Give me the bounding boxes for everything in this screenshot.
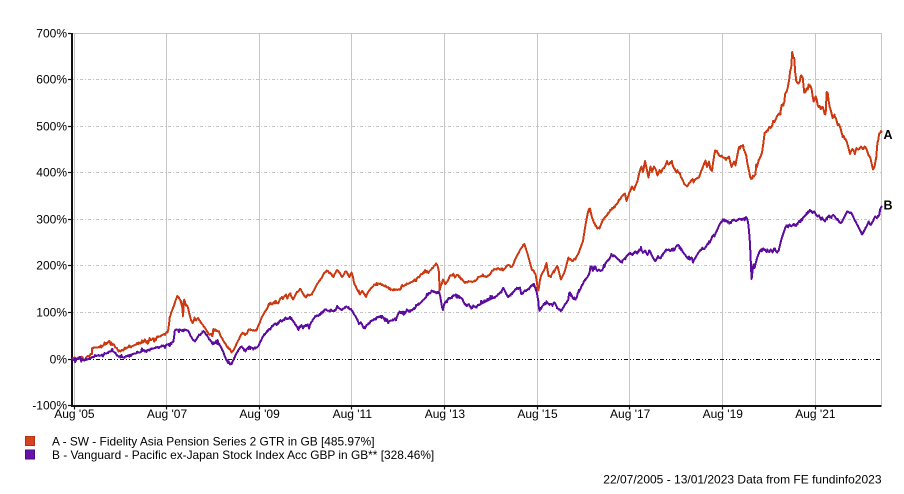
svg-text:A: A bbox=[884, 128, 893, 142]
svg-text:Aug '13: Aug '13 bbox=[425, 407, 466, 421]
svg-text:300%: 300% bbox=[36, 213, 67, 227]
svg-text:A - SW - Fidelity Asia Pension: A - SW - Fidelity Asia Pension Series 2 … bbox=[52, 435, 375, 449]
svg-text:400%: 400% bbox=[36, 166, 67, 180]
svg-text:B: B bbox=[884, 199, 893, 213]
svg-text:-100%: -100% bbox=[32, 399, 67, 413]
svg-text:600%: 600% bbox=[36, 73, 67, 87]
svg-text:Aug '21: Aug '21 bbox=[795, 407, 836, 421]
svg-text:0%: 0% bbox=[50, 353, 68, 367]
svg-text:Aug '11: Aug '11 bbox=[333, 407, 373, 421]
svg-text:Aug '17: Aug '17 bbox=[610, 407, 651, 421]
svg-text:Aug '09: Aug '09 bbox=[239, 407, 280, 421]
svg-text:Aug '19: Aug '19 bbox=[703, 407, 744, 421]
svg-text:500%: 500% bbox=[36, 120, 67, 134]
svg-text:22/07/2005 - 13/01/2023 Data f: 22/07/2005 - 13/01/2023 Data from FE fun… bbox=[603, 473, 882, 487]
svg-text:Aug '05: Aug '05 bbox=[54, 407, 95, 421]
svg-text:200%: 200% bbox=[36, 259, 67, 273]
svg-text:B - Vanguard - Pacific ex-Japa: B - Vanguard - Pacific ex-Japan Stock In… bbox=[52, 448, 434, 462]
svg-text:700%: 700% bbox=[36, 27, 67, 41]
svg-text:Aug '07: Aug '07 bbox=[147, 407, 188, 421]
svg-text:Aug '15: Aug '15 bbox=[517, 407, 558, 421]
svg-text:100%: 100% bbox=[36, 306, 67, 320]
